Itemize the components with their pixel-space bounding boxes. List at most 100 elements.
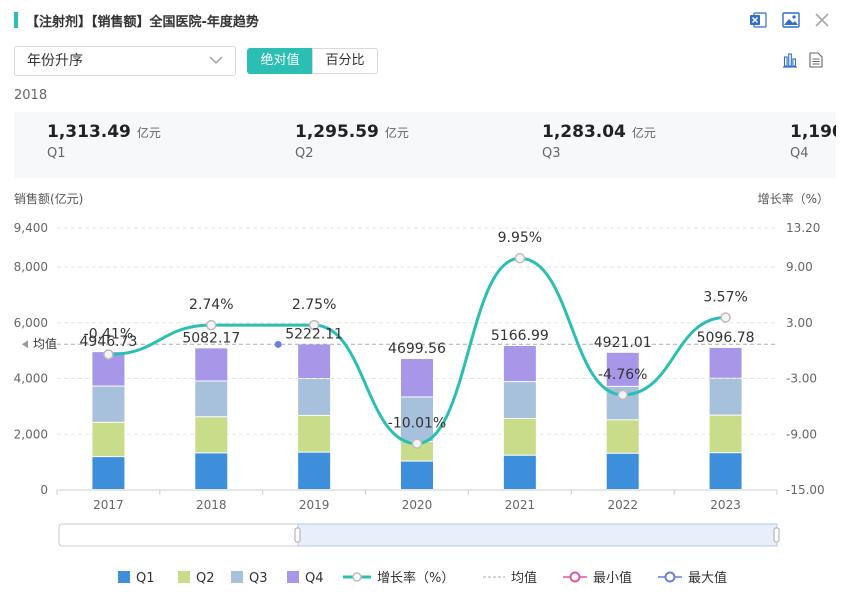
bar-segment-q2 [709,415,742,453]
sort-select-value: 年份升序 [27,53,83,69]
average-marker-icon [22,340,28,349]
kpi-value: 1,283.04 [542,122,626,142]
x-tick-label: 2019 [299,498,330,512]
bar-segment-q3 [195,381,228,417]
growth-point [514,252,526,264]
legend-label: 均值 [511,570,537,586]
legend-item-q1[interactable]: Q1 [118,571,155,586]
total-label: 5166.99 [491,328,549,344]
legend-label: Q1 [136,571,155,586]
bar-segment-q3 [503,382,536,418]
bar-segment-q4 [709,347,742,378]
kpi-unit: 亿元 [136,126,161,140]
max-marker [274,340,282,348]
bar-chart-view-icon[interactable] [782,52,798,68]
x-tick-label: 2020 [402,498,433,512]
bar-segment-q4 [606,352,639,386]
chart-title: 【注射剂】【销售额】全国医院-年度趋势 [26,15,259,30]
growth-label: 2.75% [292,297,336,313]
legend-label: Q3 [249,571,268,586]
growth-point [308,319,320,331]
y2-tick-label: -15.00 [786,483,825,497]
bar-segment-q1 [92,457,125,489]
y-tick-label: 2,000 [14,427,48,441]
bar-segment-q3 [709,378,742,415]
bar-segment-q3 [401,397,433,442]
y-axis-title: 销售额(亿元) [14,192,84,206]
legend-item-growth[interactable]: 增长率（%） [343,570,454,586]
close-icon[interactable] [812,10,832,30]
bar-segment-q4 [503,345,536,382]
bar-segment-q1 [401,461,433,489]
growth-label: -0.41% [84,326,134,342]
kpi-q1: 1,313.49 亿元 Q1 [47,122,161,161]
bar-segment-q1 [709,453,742,489]
bar-segment-q2 [503,418,536,455]
kpi-unit: 亿元 [631,126,656,140]
average-label: 均值 [33,336,57,351]
sort-select[interactable]: 年份升序 [14,46,236,76]
legend-item-max[interactable]: 最大值 [658,570,727,586]
export-image-icon[interactable] [781,10,801,30]
summary-panel: 1,313.49 亿元 Q1 1,295.59 亿元 Q2 1,283.04 亿元 Q… [14,112,836,178]
x-tick-label: 2022 [607,498,638,512]
toggle-percent[interactable]: 百分比 [312,48,378,74]
legend-item-q2[interactable]: Q2 [178,571,215,586]
y2-tick-label: 9.00 [786,260,813,274]
bar-segment-q2 [92,422,125,457]
kpi-q4: 1,190亿元 Q4 [790,122,836,161]
y2-tick-label: 13.20 [786,221,820,235]
bar-segment-q3 [298,379,331,415]
kpi-label: Q3 [542,146,561,161]
bar-segment-q1 [298,452,331,489]
legend-label: 最大值 [688,570,727,586]
growth-label: 9.95% [498,230,542,246]
legend-label: Q2 [196,571,215,586]
table-view-icon[interactable] [809,52,823,68]
bar-segment-q2 [606,420,639,453]
y-tick-label: 0 [40,483,48,497]
title-accent-bar [14,12,18,28]
bar-segment-q4 [195,348,228,381]
kpi-label: Q4 [790,146,809,161]
bar-segment-q2 [195,417,228,453]
x-tick-label: 2023 [710,498,741,512]
y2-axis-title: 增长率（%） [757,192,829,206]
y2-tick-label: 3.00 [786,316,813,330]
total-label: 5082.17 [182,330,240,346]
legend-item-min[interactable]: 最小值 [563,570,632,586]
chevron-down-icon [209,56,223,64]
export-excel-icon[interactable] [748,10,768,30]
bar-segment-q1 [195,453,228,489]
bar-segment-q3 [92,386,125,422]
bar-segment-q4 [298,344,331,379]
growth-point [103,349,114,360]
legend-swatch [178,571,190,583]
kpi-value: 1,313.49 [47,122,131,142]
legend-swatch-dot [664,571,676,583]
legend-item-q3[interactable]: Q3 [231,571,268,586]
zoom-handle-right[interactable] [773,527,780,543]
total-label: 4921.01 [594,335,652,351]
total-label: 5096.78 [697,330,755,346]
toggle-absolute[interactable]: 绝对值 [247,48,313,74]
legend-label: 增长率（%） [377,570,454,586]
kpi-label: Q1 [47,146,66,161]
legend-label: Q4 [305,571,324,586]
zoom-handle-left[interactable] [294,527,301,543]
x-tick-label: 2017 [93,498,124,512]
x-tick-label: 2021 [505,498,536,512]
kpi-value: 1,190 [790,122,836,142]
legend-item-q4[interactable]: Q4 [287,571,324,586]
growth-label: 2.74% [189,297,233,313]
zoom-window[interactable] [297,523,778,547]
summary-year: 2018 [14,88,48,103]
legend-item-avg[interactable]: 均值 [483,570,537,586]
y-tick-label: 8,000 [14,260,48,274]
growth-point [617,389,628,401]
legend-swatch-dot [569,571,581,583]
growth-label: 3.57% [703,289,747,305]
growth-point [720,312,731,323]
legend-label: 最小值 [593,570,632,586]
